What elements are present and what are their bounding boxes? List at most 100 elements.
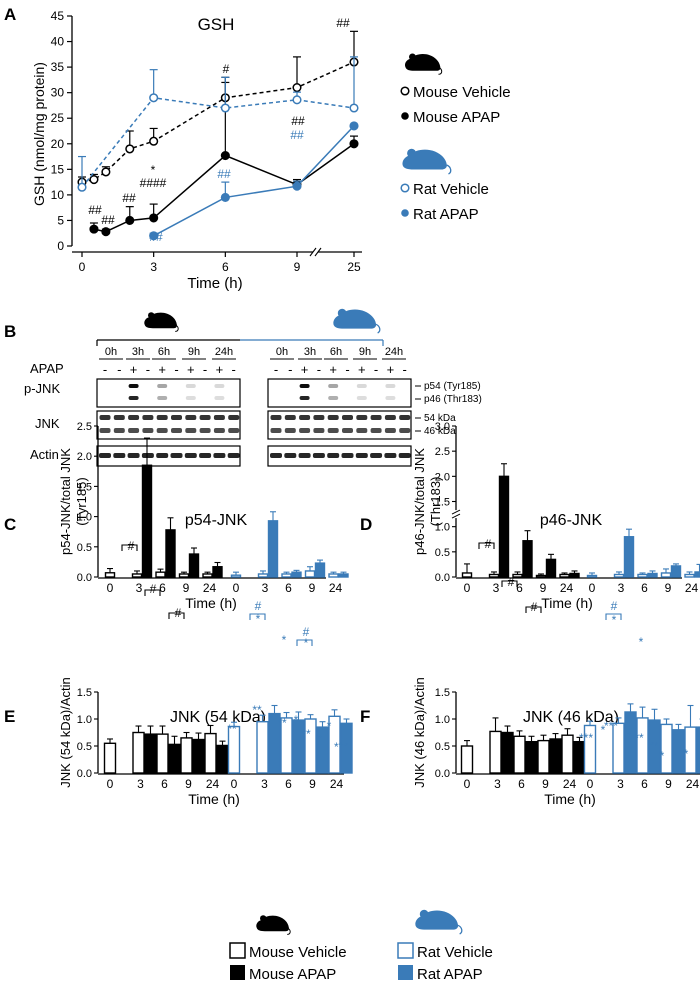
bar: [180, 737, 193, 774]
y-tick-label: 45: [51, 9, 65, 23]
y-tick-label: 0.5: [77, 741, 92, 753]
bar: [535, 574, 547, 578]
band-actin: [199, 453, 212, 458]
x-tick-label: 6: [641, 777, 648, 791]
band-jnk46: [327, 428, 339, 433]
y-tick-label: 1.0: [77, 512, 92, 524]
bar: [612, 722, 625, 774]
legend-swatch-rat-vehicle: [397, 942, 414, 959]
annotation: #: [128, 539, 135, 553]
chart-title: p46-JNK: [540, 512, 603, 529]
legend-swatch-mouse-vehicle: [229, 942, 246, 959]
x-tick-label: 0: [79, 260, 86, 274]
timepoint-label: 6h: [330, 346, 342, 358]
x-tick-label: 9: [294, 260, 301, 274]
bar: [192, 738, 205, 774]
bar: [501, 731, 514, 774]
bar: [202, 573, 213, 578]
x-tick-label: 9: [309, 581, 316, 595]
band-jnk46: [99, 428, 111, 433]
apap-sign: -: [317, 362, 321, 377]
annotation: *: [639, 635, 644, 649]
annotation: *: [612, 613, 617, 627]
x-tick-label: 3: [494, 777, 501, 791]
data-point: [125, 144, 135, 154]
legend-marker-mouse-vehicle: [400, 86, 410, 96]
jnk-54kda-bar-chart: JNK (54 kDa) JNK (54 kDa)/Actin 0.0 0.5 1.0 1…: [58, 677, 353, 807]
significance-bracket: [501, 580, 518, 587]
apap-sign: -: [274, 362, 278, 377]
gsh-line-chart: GSH GSH (nmol/mg protein) Time (h) 0 5 10 1…: [31, 9, 362, 292]
band-p54: [385, 384, 396, 388]
band-jnk54: [327, 415, 339, 420]
apap-sign: +: [387, 362, 395, 377]
band-jnk54: [384, 415, 396, 420]
data-point: [220, 103, 230, 113]
band-actin: [213, 453, 226, 458]
annotation: ##: [290, 128, 304, 142]
bar: [569, 572, 580, 578]
bar: [204, 732, 217, 774]
annotation: *: [627, 729, 632, 743]
x-axis-label: Time (h): [188, 791, 240, 807]
bar: [156, 733, 169, 774]
bar: [684, 573, 695, 578]
x-tick-label: 9: [309, 777, 316, 791]
legend-marker-rat-vehicle: [400, 183, 410, 193]
annotation: ##: [291, 114, 305, 128]
annotation: #: [255, 599, 262, 613]
mouse-silhouette-icon: [255, 914, 291, 935]
x-tick-label: 3: [262, 581, 269, 595]
band-actin: [384, 453, 397, 458]
band-jnk54: [99, 415, 111, 420]
significance-bracket: [525, 606, 542, 613]
x-tick-label: 24: [560, 581, 574, 595]
significance-bracket: [296, 639, 313, 646]
data-point: [149, 231, 159, 241]
x-tick-label: 9: [540, 581, 547, 595]
y-axis-label: p54-JNK/total JNK: [58, 448, 73, 555]
western-blot-panel: APAP 0h 3h 6h 9h 24h- - + - + - + - + -0h 3h 6h 9h 24h- - +…: [24, 308, 482, 467]
annotation: *: [269, 712, 274, 726]
y-tick-label: 2.5: [77, 421, 92, 433]
x-tick-label: 24: [330, 777, 344, 791]
y-tick-label: 25: [51, 111, 65, 125]
band-label-p46: p46 (Thr183): [424, 394, 482, 405]
legend-label-rat-vehicle: Rat Vehicle: [413, 181, 489, 198]
band-jnk46: [399, 428, 411, 433]
bar: [292, 719, 305, 774]
apap-sign: -: [374, 362, 378, 377]
annotation: #: [150, 582, 157, 596]
bar: [522, 540, 533, 578]
band-jnk54: [199, 415, 211, 420]
y-tick-label: 30: [51, 86, 65, 100]
y-axis-label: JNK (46 kDa)/Actin: [412, 677, 427, 788]
band-p46: [299, 396, 310, 400]
legend-label-rat-vehicle: Rat Vehicle: [417, 944, 493, 961]
bar: [624, 711, 637, 774]
band-jnk54: [156, 415, 168, 420]
band-jnk54: [213, 415, 225, 420]
band-jnk54: [313, 415, 325, 420]
bar: [559, 573, 570, 578]
bar: [512, 573, 523, 578]
y-tick-label: 1.0: [435, 522, 450, 534]
y-tick-label: 10: [51, 188, 65, 202]
significance-bracket: [144, 589, 161, 596]
bar: [267, 520, 279, 578]
apap-sign: +: [358, 362, 366, 377]
y-tick-label: 0.0: [77, 768, 92, 780]
x-tick-label: 6: [161, 777, 168, 791]
bar: [561, 734, 574, 774]
y-tick-label: 0.0: [77, 572, 92, 584]
bar: [660, 572, 672, 578]
bar: [338, 573, 349, 578]
bar: [227, 725, 241, 774]
jnk-46kda-bar-chart: JNK (46 kDa) JNK (46 kDa)/Actin 0.0 0.5 1.0 1…: [412, 677, 700, 807]
x-tick-label: 3: [150, 260, 157, 274]
y-tick-label: 1.5: [77, 687, 92, 699]
panel-letter-c: C: [4, 515, 16, 534]
bar: [132, 731, 145, 774]
rat-silhouette-icon: [414, 909, 463, 935]
significance-bracket: [478, 542, 495, 549]
